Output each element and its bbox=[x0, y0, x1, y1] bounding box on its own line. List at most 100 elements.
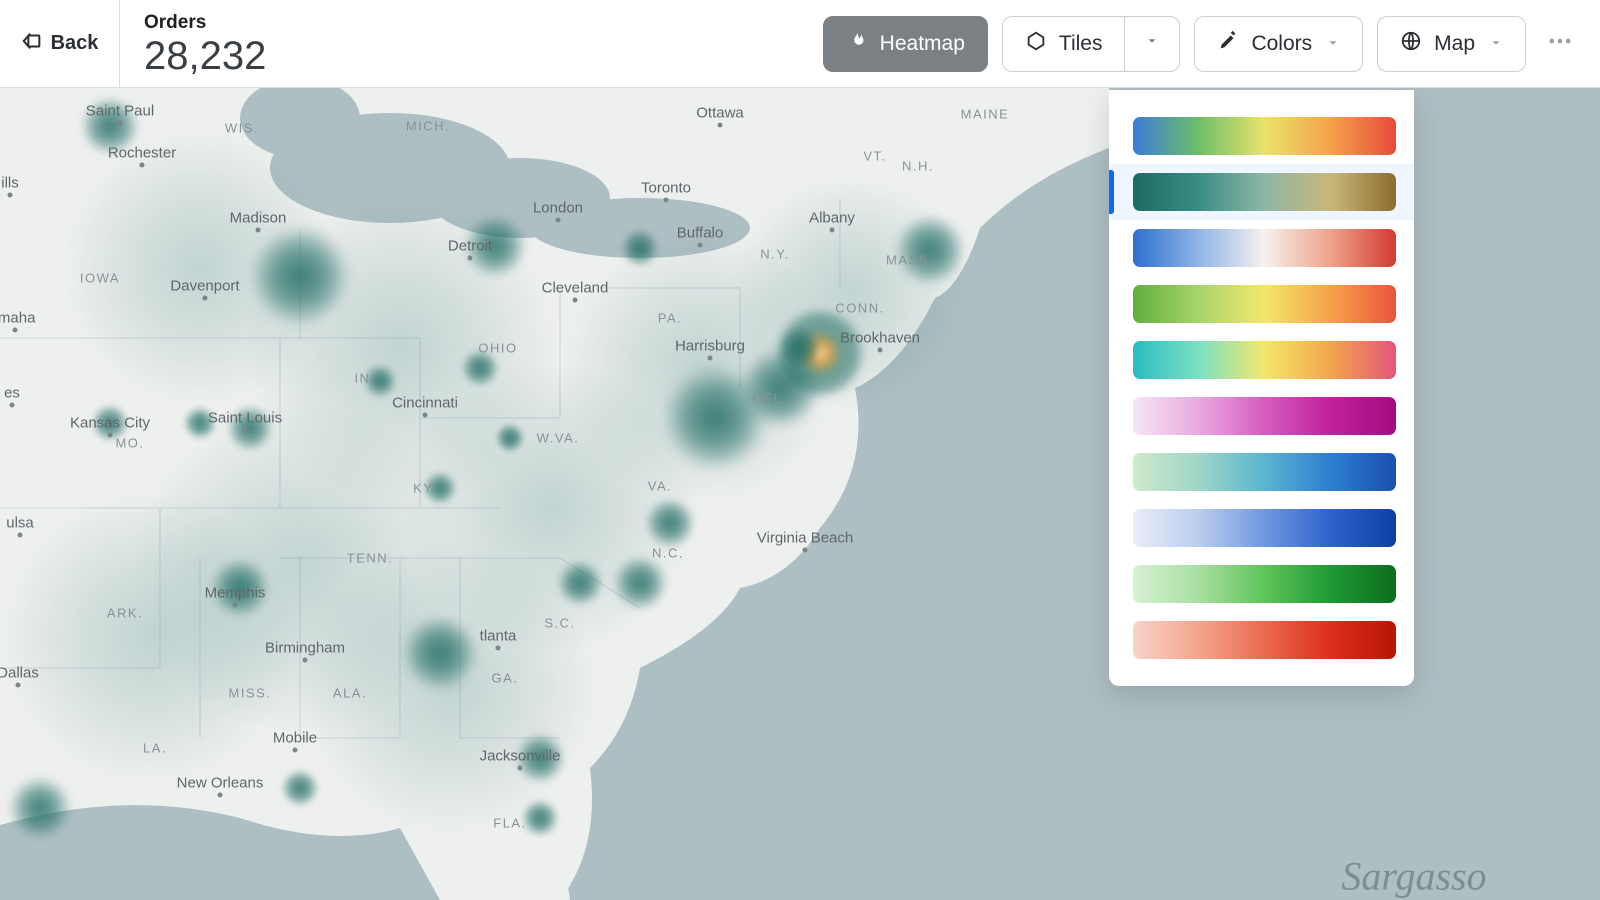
more-button[interactable] bbox=[1540, 24, 1580, 64]
color-swatch bbox=[1133, 229, 1396, 267]
state-label: DEL. bbox=[753, 391, 788, 406]
color-swatch-row[interactable] bbox=[1109, 556, 1414, 612]
page-count: 28,232 bbox=[144, 36, 266, 76]
state-label: VA. bbox=[648, 479, 673, 494]
city-dot bbox=[708, 356, 713, 361]
map-button[interactable]: Map bbox=[1377, 16, 1526, 72]
color-swatch-row[interactable] bbox=[1109, 612, 1414, 668]
map-label: Map bbox=[1434, 32, 1475, 56]
city-dot bbox=[423, 413, 428, 418]
city-dot bbox=[233, 603, 238, 608]
city-label: Brookhaven bbox=[840, 330, 920, 347]
state-label: PA. bbox=[658, 311, 683, 326]
city-dot bbox=[664, 198, 669, 203]
state-label: MICH. bbox=[406, 119, 450, 134]
city-label: Saint Louis bbox=[208, 410, 282, 427]
state-label: IOWA bbox=[80, 271, 120, 286]
state-label: CONN. bbox=[835, 301, 884, 316]
city-label: imaha bbox=[0, 310, 35, 327]
city-dot bbox=[303, 658, 308, 663]
city-dot bbox=[8, 193, 13, 198]
city-label: Davenport bbox=[170, 278, 239, 295]
state-label: WIS. bbox=[225, 121, 259, 136]
colors-label: Colors bbox=[1251, 32, 1312, 56]
color-swatch bbox=[1133, 341, 1396, 379]
paint-icon bbox=[1217, 30, 1239, 58]
city-label: London bbox=[533, 200, 583, 217]
city-label: tlanta bbox=[480, 628, 517, 645]
state-label: LA. bbox=[143, 741, 167, 756]
city-label: Cleveland bbox=[542, 280, 609, 297]
color-swatch-row[interactable] bbox=[1109, 108, 1414, 164]
color-swatch bbox=[1133, 509, 1396, 547]
color-swatch-row[interactable] bbox=[1109, 500, 1414, 556]
state-label: S.C. bbox=[544, 616, 575, 631]
state-label: TENN. bbox=[347, 551, 394, 566]
dots-icon bbox=[1546, 27, 1574, 60]
hexagon-icon bbox=[1025, 30, 1047, 58]
heatmap-label: Heatmap bbox=[880, 32, 965, 56]
state-label: N.H. bbox=[902, 159, 934, 174]
state-label: ARK. bbox=[107, 606, 143, 621]
state-label: OHIO bbox=[478, 341, 517, 356]
colors-dropdown bbox=[1109, 90, 1414, 686]
city-dot bbox=[218, 793, 223, 798]
city-dot bbox=[556, 218, 561, 223]
city-label: Detroit bbox=[448, 238, 492, 255]
color-swatch bbox=[1133, 397, 1396, 435]
city-dot bbox=[18, 533, 23, 538]
city-label: Dallas bbox=[0, 665, 39, 682]
city-label: Madison bbox=[230, 210, 287, 227]
tiles-button-group: Tiles bbox=[1002, 16, 1181, 72]
city-dot bbox=[573, 298, 578, 303]
color-swatch-row[interactable] bbox=[1109, 220, 1414, 276]
color-swatch bbox=[1133, 285, 1396, 323]
back-button[interactable]: Back bbox=[0, 0, 120, 88]
state-label: MISS. bbox=[229, 686, 272, 701]
topbar: Back Orders 28,232 Heatmap Tiles bbox=[0, 0, 1600, 88]
color-swatch-row[interactable] bbox=[1109, 332, 1414, 388]
colors-button[interactable]: Colors bbox=[1194, 16, 1363, 72]
city-label: Cincinnati bbox=[392, 395, 458, 412]
city-label: Toronto bbox=[641, 180, 691, 197]
back-label: Back bbox=[51, 32, 99, 55]
state-label: N.Y. bbox=[760, 247, 790, 262]
city-label: es bbox=[4, 385, 20, 402]
color-swatch-row[interactable] bbox=[1109, 276, 1414, 332]
city-dot bbox=[698, 243, 703, 248]
city-label: Buffalo bbox=[677, 225, 723, 242]
city-label: ills bbox=[1, 175, 19, 192]
state-label: VT. bbox=[863, 149, 886, 164]
tiles-button[interactable]: Tiles bbox=[1002, 16, 1125, 72]
state-label: MAINE bbox=[961, 107, 1010, 122]
city-dot bbox=[496, 646, 501, 651]
city-dot bbox=[718, 123, 723, 128]
state-label: FLA. bbox=[493, 816, 526, 831]
tiles-dropdown-button[interactable] bbox=[1124, 16, 1180, 72]
title-zone: Orders 28,232 bbox=[120, 12, 290, 76]
heatmap-button[interactable]: Heatmap bbox=[823, 16, 988, 72]
color-swatch-row[interactable] bbox=[1109, 388, 1414, 444]
city-dot bbox=[293, 748, 298, 753]
state-label: ALA. bbox=[333, 686, 367, 701]
city-dot bbox=[16, 683, 21, 688]
city-dot bbox=[830, 228, 835, 233]
color-swatch-row[interactable] bbox=[1109, 444, 1414, 500]
toolbar-right: Heatmap Tiles Colors bbox=[823, 16, 1600, 72]
city-dot bbox=[140, 163, 145, 168]
color-swatch bbox=[1133, 117, 1396, 155]
city-dot bbox=[10, 403, 15, 408]
state-label: IN. bbox=[354, 371, 375, 386]
city-label: New Orleans bbox=[177, 775, 264, 792]
globe-icon bbox=[1400, 30, 1422, 58]
map-canvas[interactable]: MAINEVT.N.H.MASS.CONN.N.Y.PA.DEL.VA.W.VA… bbox=[0, 88, 1109, 900]
city-dot bbox=[203, 296, 208, 301]
city-dot bbox=[803, 548, 808, 553]
city-label: Harrisburg bbox=[675, 338, 745, 355]
city-label: Mobile bbox=[273, 730, 317, 747]
city-dot bbox=[243, 428, 248, 433]
state-label: MASS. bbox=[886, 253, 934, 268]
back-icon bbox=[21, 30, 43, 58]
tiles-label: Tiles bbox=[1059, 32, 1103, 56]
color-swatch-row[interactable] bbox=[1109, 164, 1414, 220]
